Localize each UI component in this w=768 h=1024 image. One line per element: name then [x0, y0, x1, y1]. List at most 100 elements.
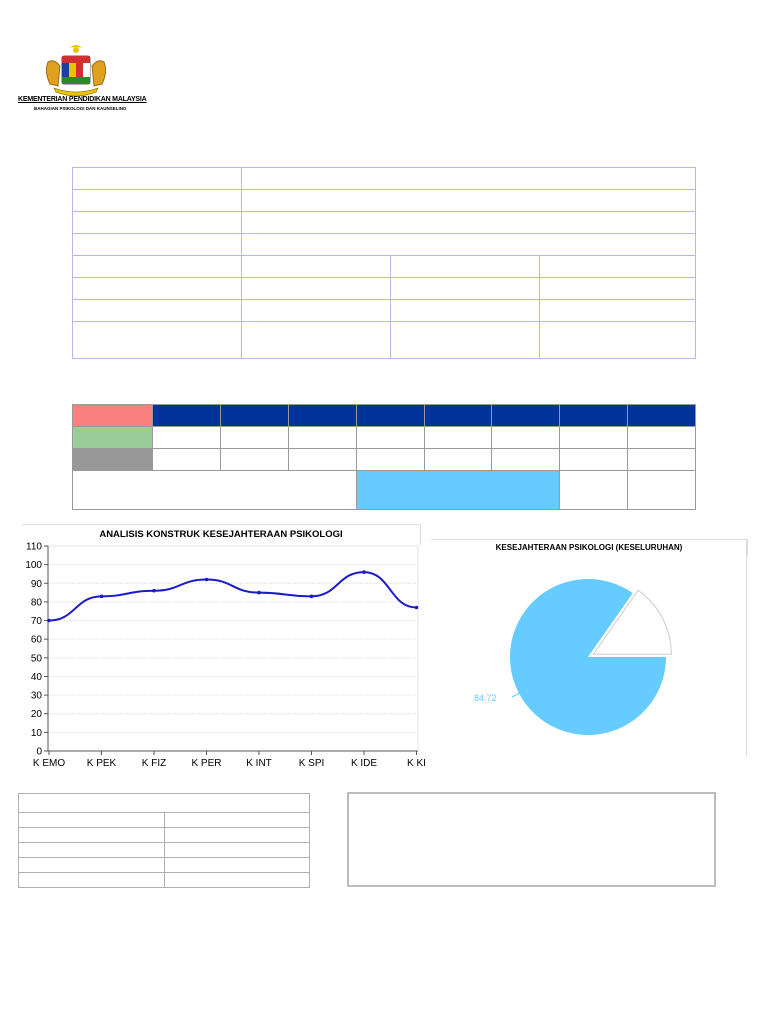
- coat-of-arms-icon: [46, 45, 106, 97]
- info-label-cell: [72, 277, 242, 300]
- y-tick-label: 20: [31, 709, 43, 720]
- info-value-cell: [390, 321, 540, 359]
- info-value-cell: [241, 277, 391, 300]
- legend-gray-cell: [72, 448, 153, 471]
- y-tick-label: 10: [31, 728, 43, 739]
- summary-cell: [164, 872, 310, 888]
- info-value-cell: [241, 189, 696, 212]
- header-cell: [491, 404, 561, 427]
- plot-area: [47, 545, 419, 752]
- table-row: [72, 470, 696, 510]
- info-label-cell: [72, 321, 242, 359]
- pie-label-leader: [511, 691, 523, 698]
- summary-cell: [18, 872, 165, 888]
- y-tick-label: 60: [31, 635, 43, 646]
- x-tick-label: K PER: [191, 758, 221, 769]
- table-row: [72, 233, 696, 256]
- summary-table: [18, 793, 310, 888]
- x-tick-label: K SPI: [299, 758, 325, 769]
- score-cell: [287, 448, 357, 471]
- table-row: [72, 321, 696, 359]
- pie-slice: [510, 579, 666, 735]
- info-value-cell: [241, 233, 696, 256]
- legend-red-cell: [72, 404, 153, 427]
- summary-cell: [18, 827, 165, 843]
- score-cell: [219, 426, 289, 449]
- info-value-cell: [390, 255, 540, 278]
- table-row: [18, 812, 310, 828]
- pie-frame-border: [746, 539, 747, 756]
- data-point: [99, 594, 104, 599]
- summary-cell: [18, 842, 165, 858]
- summary-value-cell: [559, 470, 629, 510]
- y-tick-label: 110: [26, 542, 42, 553]
- info-value-cell: [241, 321, 391, 359]
- info-label-cell: [72, 167, 242, 190]
- summary-cell: [164, 827, 310, 843]
- score-cell: [355, 426, 425, 449]
- pie-chart-title: KESEJAHTERAAN PSIKOLOGI (KESELURUHAN): [431, 539, 748, 556]
- score-cell: [287, 426, 357, 449]
- score-table: [72, 404, 696, 510]
- summary-cell: [18, 857, 165, 873]
- table-row: [72, 255, 696, 278]
- summary-value-cell: [627, 470, 696, 510]
- info-value-cell: [241, 167, 696, 190]
- table-row: [72, 448, 696, 471]
- y-tick-label: 30: [31, 691, 43, 702]
- x-tick-label: K INT: [246, 758, 272, 769]
- summary-cell: [164, 842, 310, 858]
- info-value-cell: [241, 255, 391, 278]
- division-name: BAHAGIAN PSIKOLOGI DAN KAUNSELING: [34, 106, 127, 111]
- score-cell: [491, 448, 561, 471]
- summary-cell: [18, 812, 165, 828]
- table-row: [18, 872, 310, 888]
- header-cell: [219, 404, 289, 427]
- info-value-cell: [390, 277, 540, 300]
- info-label-cell: [72, 299, 242, 322]
- summary-cell: [164, 857, 310, 873]
- score-cell: [559, 448, 629, 471]
- score-cell: [423, 426, 493, 449]
- table-row: [72, 167, 696, 190]
- summary-header-cell: [18, 793, 310, 813]
- info-value-cell: [539, 299, 696, 322]
- line-chart-title: ANALISIS KONSTRUK KESEJAHTERAAN PSIKOLOG…: [22, 524, 421, 545]
- ministry-name: KEMENTERIAN PENDIDIKAN MALAYSIA: [18, 96, 147, 103]
- score-cell: [559, 426, 629, 449]
- data-point: [47, 618, 51, 623]
- score-cell: [152, 426, 221, 449]
- table-row: [72, 189, 696, 212]
- table-row: [18, 793, 310, 813]
- pie-slice: [592, 589, 672, 655]
- y-tick-label: 100: [25, 560, 42, 571]
- table-row: [18, 842, 310, 858]
- y-tick-label: 0: [36, 747, 42, 758]
- table-row: [72, 404, 696, 427]
- info-label-cell: [72, 189, 242, 212]
- x-tick-label: K FIZ: [142, 758, 166, 769]
- info-value-cell: [390, 299, 540, 322]
- summary-cell: [164, 812, 310, 828]
- header-cell: [423, 404, 493, 427]
- y-tick-label: 90: [31, 579, 43, 590]
- pie-data-label: 84.72: [474, 693, 497, 703]
- score-cell: [355, 448, 425, 471]
- header-cell: [355, 404, 425, 427]
- data-point: [362, 570, 366, 574]
- table-row: [18, 827, 310, 843]
- info-value-cell: [539, 255, 696, 278]
- info-value-cell: [241, 211, 696, 234]
- info-label-cell: [72, 233, 242, 256]
- y-tick-label: 50: [31, 653, 43, 664]
- info-value-cell: [539, 321, 696, 359]
- score-cell: [423, 448, 493, 471]
- y-tick-label: 70: [31, 616, 43, 627]
- score-cell: [627, 426, 696, 449]
- table-row: [72, 299, 696, 322]
- x-tick-label: K PEK: [87, 758, 117, 769]
- data-point: [414, 605, 419, 610]
- student-info-table: [72, 167, 696, 359]
- data-point: [152, 588, 156, 593]
- table-row: [72, 277, 696, 300]
